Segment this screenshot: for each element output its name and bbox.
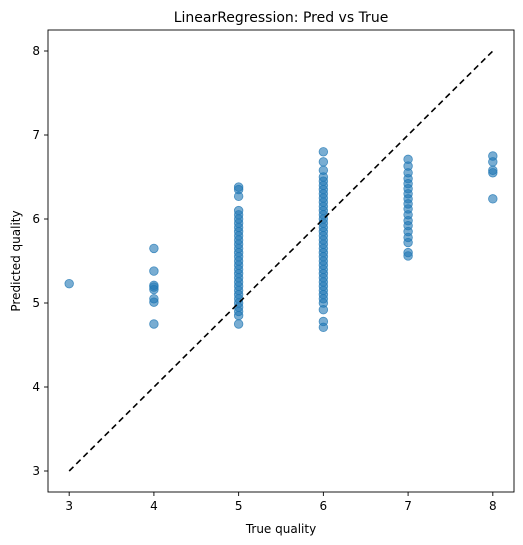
scatter-point bbox=[403, 237, 413, 248]
y-tick-label: 6 bbox=[32, 212, 40, 226]
points-layer bbox=[64, 147, 498, 333]
scatter-point bbox=[318, 322, 329, 333]
scatter-point bbox=[233, 310, 244, 321]
x-tick-label: 8 bbox=[489, 499, 497, 513]
y-tick-label: 4 bbox=[32, 380, 40, 394]
scatter-point bbox=[149, 297, 159, 307]
scatter-point bbox=[233, 319, 244, 329]
scatter-point bbox=[149, 266, 159, 276]
scatter-point bbox=[149, 243, 159, 254]
scatter-point bbox=[149, 319, 159, 329]
x-tick-label: 5 bbox=[235, 499, 243, 513]
x-tick-label: 6 bbox=[320, 499, 328, 513]
chart-title: LinearRegression: Pred vs True bbox=[174, 10, 389, 26]
scatter-point bbox=[488, 157, 498, 167]
scatter-point bbox=[488, 168, 498, 178]
scatter-point bbox=[403, 251, 413, 261]
scatter-point bbox=[149, 284, 159, 295]
scatter-point bbox=[64, 278, 74, 289]
y-axis: 3 4 5 6 7 8 bbox=[32, 44, 48, 478]
x-tick-label: 3 bbox=[65, 499, 73, 513]
scatter-point bbox=[488, 194, 498, 204]
reference-line bbox=[68, 50, 494, 472]
scatter-point bbox=[318, 157, 329, 167]
y-tick-label: 7 bbox=[32, 128, 40, 142]
x-axis-label: True quality bbox=[245, 522, 316, 536]
y-tick-label: 8 bbox=[32, 44, 40, 58]
x-axis: 3 4 5 6 7 8 bbox=[65, 492, 497, 513]
x-tick-label: 7 bbox=[404, 499, 412, 513]
scatter-point bbox=[318, 305, 329, 315]
y-axis-label: Predicted quality bbox=[9, 210, 23, 311]
scatter-point bbox=[233, 191, 244, 202]
x-tick-label: 4 bbox=[150, 499, 158, 513]
y-tick-label: 5 bbox=[32, 296, 40, 310]
y-tick-label: 3 bbox=[32, 464, 40, 478]
plot-frame bbox=[47, 29, 515, 493]
scatter-point bbox=[318, 147, 329, 157]
